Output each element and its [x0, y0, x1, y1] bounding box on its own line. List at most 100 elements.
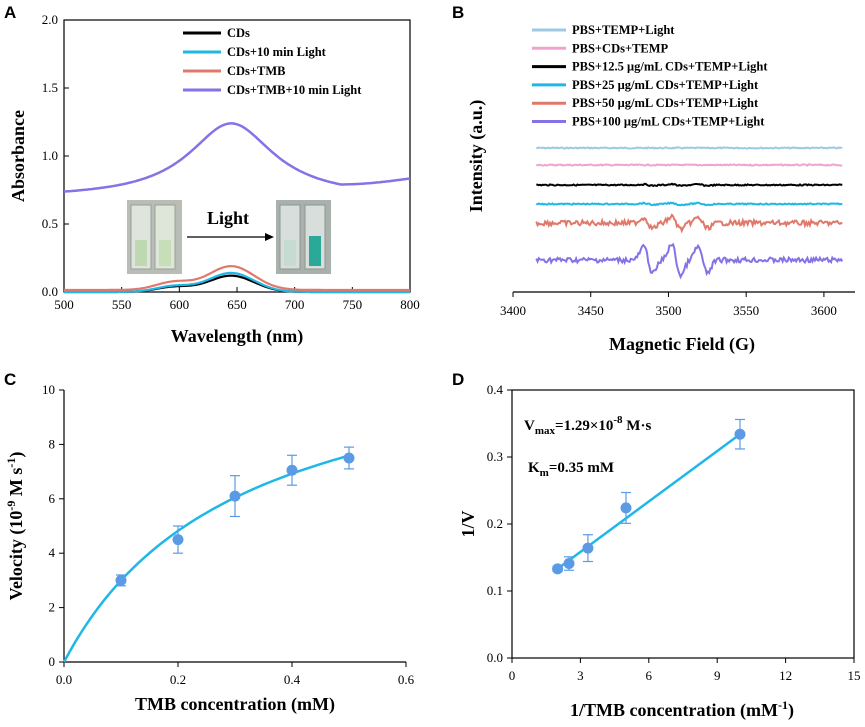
a-legend-entry-1: CDs+10 min Light [227, 45, 327, 59]
b-trace-3 [535, 201, 843, 207]
panel-b-legend: PBS+TEMP+Light PBS+CDs+TEMP PBS+12.5 μg/mL… [532, 23, 768, 129]
panel-b: B PBS+TEMP+Light PBS+CDs+TEMP PBS+12.5 μg/… [452, 3, 855, 355]
c-ytick-label: 8 [49, 436, 56, 451]
c-xtick-label: 0.6 [398, 672, 415, 687]
a-xtick-label: 800 [400, 297, 420, 312]
inset-arrow-head-icon [265, 233, 274, 241]
d-ytick-label: 0.3 [487, 449, 503, 464]
panel-a-letter: A [4, 3, 16, 22]
b-xtick-label: 3400 [500, 303, 526, 318]
c-data-point [343, 452, 355, 464]
b-xtick-label: 3450 [578, 303, 604, 318]
panel-b-ylabel: Intensity (a.u.) [466, 100, 487, 213]
b-legend-entry-0: PBS+TEMP+Light [572, 23, 675, 37]
a-xtick-label: 750 [343, 297, 363, 312]
panel-b-traces [535, 146, 844, 280]
c-ytick-label: 6 [49, 491, 56, 506]
vial-1-liquid [135, 240, 147, 266]
panel-a-ticks: 500 550 600 650 700 750 800 0.0 0.5 1.0 1.5 2.0 [42, 12, 420, 312]
a-legend-entry-2: CDs+TMB [227, 64, 286, 78]
d-data-point [734, 428, 746, 440]
d-ytick-label: 0.0 [487, 650, 503, 665]
c-ytick-label: 4 [49, 545, 56, 560]
panel-a-legend: CDs CDs+10 min Light CDs+TMB CDs+TMB+10 min… [183, 26, 362, 97]
b-xtick-label: 3550 [733, 303, 759, 318]
vial-4-liquid-blue [309, 236, 321, 266]
b-trace-4 [535, 213, 843, 234]
a-xtick-label: 550 [112, 297, 132, 312]
b-trace-0 [536, 146, 843, 150]
d-data-point [582, 542, 594, 554]
c-data-point [172, 534, 184, 546]
b-xtick-label: 3500 [655, 303, 681, 318]
d-xtick-label: 6 [646, 668, 653, 683]
vmax-annotation: Vmax=1.29×10-8 M·s [524, 414, 651, 437]
b-legend-entry-1: PBS+CDs+TEMP [572, 41, 669, 55]
panel-c-plot [62, 446, 355, 663]
panel-a-plot-frame [63, 19, 411, 293]
panel-c-xlabel: TMB concentration (mM) [135, 694, 335, 715]
d-data-point [563, 558, 575, 570]
panel-b-xlabel: Magnetic Field (G) [609, 334, 755, 355]
d-data-point [552, 563, 564, 575]
a-xtick-label: 700 [285, 297, 305, 312]
a-ytick-label: 2.0 [42, 12, 58, 27]
panel-d-letter: D [452, 370, 464, 389]
b-trace-1 [535, 163, 843, 167]
c-data-point [286, 464, 298, 476]
c-data-point [115, 574, 127, 586]
panel-a-curves [63, 122, 411, 294]
b-legend-entry-4: PBS+50 μg/mL CDs+TEMP+Light [572, 96, 759, 110]
c-xtick-label: 0.4 [284, 672, 301, 687]
a-ytick-label: 1.0 [42, 148, 58, 163]
d-ytick-label: 0.4 [487, 382, 504, 397]
panel-b-letter: B [452, 3, 464, 22]
panel-d-xlabel: 1/TMB concentration (mM-1) [570, 698, 794, 721]
panel-c-ylabel: Velocity (10-9 M s-1) [4, 452, 27, 601]
panel-a: A 500 550 600 650 700 750 800 0.0 0.5 1.0 1.5 2.0 W… [4, 3, 420, 347]
a-ytick-label: 0.5 [42, 216, 58, 231]
a-series-line-2 [64, 264, 410, 292]
a-ytick-label: 1.5 [42, 80, 58, 95]
panel-a-inset-after [276, 200, 331, 274]
b-legend-entry-2: PBS+12.5 μg/mL CDs+TEMP+Light [572, 60, 768, 74]
d-xtick-label: 0 [509, 668, 516, 683]
a-legend-entry-3: CDs+TMB+10 min Light [227, 83, 362, 97]
panel-d-ylabel: 1/V [458, 510, 478, 537]
panel-d-plot [552, 418, 746, 575]
d-data-point [620, 502, 632, 514]
d-xtick-label: 3 [577, 668, 584, 683]
d-xtick-label: 15 [848, 668, 861, 683]
km-annotation: Km=0.35 mM [528, 460, 614, 479]
vial-3-liquid [284, 240, 296, 266]
a-series-line-1 [64, 271, 410, 294]
c-xtick-label: 0.0 [56, 672, 72, 687]
b-trace-2 [536, 182, 843, 188]
panel-d-ticks: 0 3 6 9 12 15 0.0 0.1 0.2 0.3 0.4 [487, 382, 861, 683]
d-ytick-label: 0.2 [487, 516, 503, 531]
panel-c-ticks: 0.0 0.2 0.4 0.6 0 2 4 6 8 10 [42, 382, 415, 687]
a-series-line-3 [63, 122, 411, 193]
b-xtick-label: 3600 [811, 303, 837, 318]
vial-2-liquid [159, 240, 171, 266]
a-ytick-label: 0.0 [42, 284, 58, 299]
b-trace-5 [535, 242, 844, 280]
panel-a-ylabel: Absorbance [8, 110, 28, 202]
c-ytick-label: 0 [49, 654, 56, 669]
c-fit-curve [62, 454, 350, 663]
panel-c-letter: C [4, 370, 16, 389]
c-data-point [229, 490, 241, 502]
a-xtick-label: 500 [54, 297, 74, 312]
c-xtick-label: 0.2 [170, 672, 186, 687]
panel-d: D 0 3 6 9 12 15 0.0 0.1 0.2 0.3 0.4 1/TMB concentr… [452, 370, 861, 721]
panel-c: C 0.0 0.2 0.4 0.6 0 2 4 6 8 10 TMB concentration … [4, 370, 415, 715]
inset-light-label: Light [207, 208, 249, 228]
panel-a-xlabel: Wavelength (nm) [171, 326, 304, 347]
a-xtick-label: 650 [227, 297, 247, 312]
d-xtick-label: 12 [779, 668, 792, 683]
d-xtick-label: 9 [714, 668, 721, 683]
a-legend-entry-0: CDs [227, 26, 250, 40]
d-ytick-label: 0.1 [487, 583, 503, 598]
panel-a-inset-before [127, 200, 182, 274]
